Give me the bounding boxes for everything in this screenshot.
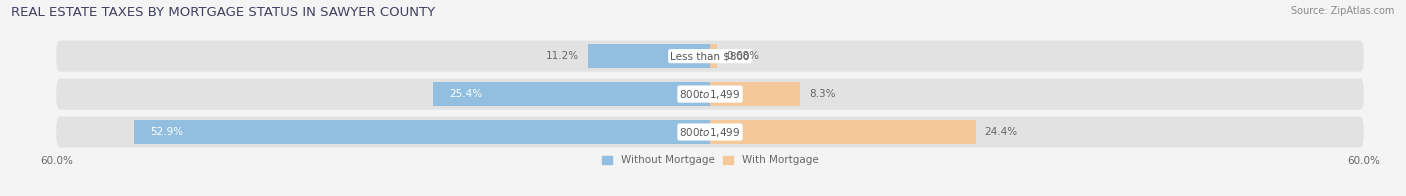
FancyBboxPatch shape (56, 41, 1364, 72)
Bar (588, 44, 710, 68)
Text: $800 to $1,499: $800 to $1,499 (679, 125, 741, 139)
Bar (710, 44, 717, 68)
Text: Source: ZipAtlas.com: Source: ZipAtlas.com (1291, 6, 1395, 16)
Text: 52.9%: 52.9% (150, 127, 183, 137)
Text: 0.68%: 0.68% (725, 51, 759, 61)
Legend: Without Mortgage, With Mortgage: Without Mortgage, With Mortgage (602, 155, 818, 165)
Text: 11.2%: 11.2% (546, 51, 579, 61)
Text: REAL ESTATE TAXES BY MORTGAGE STATUS IN SAWYER COUNTY: REAL ESTATE TAXES BY MORTGAGE STATUS IN … (11, 6, 436, 19)
Text: Less than $800: Less than $800 (671, 51, 749, 61)
Text: $800 to $1,499: $800 to $1,499 (679, 88, 741, 101)
Text: 25.4%: 25.4% (450, 89, 482, 99)
FancyBboxPatch shape (56, 116, 1364, 148)
Bar (433, 82, 710, 106)
Bar (134, 120, 710, 144)
Bar (710, 82, 800, 106)
Text: 8.3%: 8.3% (810, 89, 835, 99)
Text: 24.4%: 24.4% (984, 127, 1018, 137)
FancyBboxPatch shape (56, 79, 1364, 110)
Bar (710, 120, 976, 144)
